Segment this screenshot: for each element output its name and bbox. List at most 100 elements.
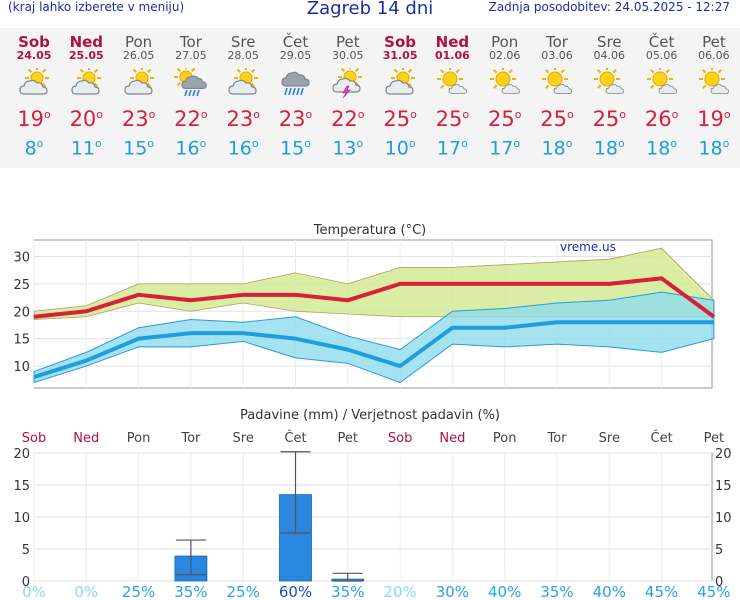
precip-y-tick-right: 15: [715, 479, 732, 494]
day-date: 04.06: [593, 49, 626, 62]
temp-y-tick: 25: [13, 278, 30, 293]
sun-cloud-rain-icon: [173, 68, 207, 97]
temp-max: 19o: [17, 107, 51, 131]
precip-day-label: Sob: [22, 431, 46, 446]
day-column: Čet 29.05 23o 15o: [270, 28, 322, 160]
day-name: Pon: [491, 33, 519, 51]
precip-day-label: Pon: [127, 431, 151, 446]
day-name: Sob: [384, 33, 417, 51]
day-name: Sre: [230, 33, 256, 51]
precip-day-label: Pet: [338, 431, 358, 446]
day-name: Pet: [335, 33, 360, 51]
temp-max: 25o: [592, 107, 627, 131]
precip-probability-label: 60%: [279, 583, 312, 600]
precip-probability-label: 40%: [593, 583, 626, 600]
temp-y-tick: 15: [13, 333, 30, 348]
temp-min: 17o: [436, 137, 468, 160]
precip-probability-label: 25%: [122, 583, 155, 600]
day-date: 30.05: [332, 49, 364, 62]
precip-day-label: Ned: [439, 431, 465, 446]
partly-cloudy-icon: [228, 68, 259, 95]
watermark-text: vreme.us: [560, 240, 616, 254]
partly-cloudy-icon: [123, 68, 154, 95]
day-name: Tor: [546, 33, 568, 51]
precip-y-tick-left: 5: [22, 543, 30, 558]
day-column: Tor 27.05 22o 16o: [165, 28, 217, 160]
temp-max: 23o: [226, 107, 260, 131]
page-title: Zagreb 14 dni: [306, 0, 434, 19]
temp-max: 20o: [69, 107, 104, 131]
day-column: Čet 05.06 26o 18o: [636, 28, 688, 160]
temp-min: 16o: [227, 137, 259, 160]
day-date: 02.06: [488, 49, 521, 62]
day-column: Pon 02.06 25o 17o: [479, 28, 531, 160]
day-date: 26.05: [122, 49, 155, 62]
day-column: Ned 25.05 20o 11o: [60, 28, 112, 160]
mostly-sunny-icon: [437, 68, 468, 94]
temp-y-tick: 20: [13, 305, 30, 320]
precip-day-label: Ned: [73, 431, 99, 446]
precip-day-label: Tor: [180, 431, 201, 446]
temp-min: 18o: [698, 137, 730, 160]
day-column: Sob 31.05 25o 10o: [374, 28, 426, 160]
precip-day-label: Sre: [599, 431, 620, 446]
day-date: 25.05: [68, 49, 104, 62]
day-date: 01.06: [434, 49, 470, 62]
precip-y-tick-right: 10: [715, 511, 732, 526]
cloud-rain-icon: [280, 71, 310, 96]
precip-probability-label: 40%: [488, 583, 521, 600]
day-column: Pet 06.06 19o 18o: [688, 28, 740, 160]
temp-max: 25o: [383, 107, 417, 131]
precip-day-label: Tor: [546, 431, 567, 446]
temp-max: 25o: [435, 107, 470, 131]
day-column: Sob 24.05 19o 8o: [8, 28, 60, 160]
temp-min: 13o: [332, 137, 364, 160]
partly-cloudy-icon: [385, 68, 416, 95]
precip-y-tick-right: 5: [715, 543, 723, 558]
sun-cloud-thunder-icon: [332, 68, 362, 98]
precip-probability-label: 20%: [383, 583, 416, 600]
day-date: 05.06: [645, 49, 678, 62]
temp-min: 16o: [175, 137, 207, 160]
precip-probability-label: 0%: [74, 583, 98, 600]
day-column: Pon 26.05 23o 15o: [113, 28, 165, 160]
mostly-sunny-icon: [594, 68, 625, 94]
day-name: Pet: [702, 33, 726, 51]
temp-max-line: [33, 276, 716, 319]
header: (kraj lahko izberete v meniju) Zagreb 14…: [0, 0, 740, 24]
precip-day-label: Čet: [651, 430, 673, 446]
precip-probability-label: 35%: [174, 583, 207, 600]
temp-y-tick: 10: [13, 360, 30, 375]
day-date: 27.05: [175, 49, 207, 62]
temp-min: 18o: [541, 137, 573, 160]
precip-day-label: Sre: [233, 431, 254, 446]
day-column: Ned 01.06 25o 17o: [426, 28, 478, 160]
mostly-sunny-icon: [542, 68, 572, 94]
temp-max: 26o: [644, 107, 679, 131]
partly-cloudy-icon: [71, 68, 102, 95]
temp-max: 25o: [487, 107, 522, 131]
day-column: Pet 30.05 22o 13o: [322, 28, 374, 160]
precip-day-label: Sob: [388, 431, 412, 446]
temp-min: 11o: [70, 137, 102, 160]
precip-day-label: Pet: [704, 431, 724, 446]
temp-max: 22o: [174, 107, 208, 131]
precip-probability-label: 45%: [697, 583, 730, 600]
day-column: Sre 04.06 25o 18o: [583, 28, 635, 160]
temp-min: 15o: [280, 137, 311, 160]
precip-probability-label: 0%: [22, 583, 46, 600]
precip-day-label: Pon: [493, 431, 517, 446]
temp-chart-title: Temperatura (°C): [313, 223, 426, 238]
temp-max: 22o: [331, 107, 365, 131]
temp-min: 10o: [384, 137, 416, 160]
temp-min-range-band: [33, 291, 715, 384]
day-date: 24.05: [16, 49, 52, 62]
daily-forecast-strip: Sob 24.05 19o 8o Ned 25.05 20o 11o Pon 26.05 23o 15…: [0, 28, 740, 168]
precip-probability-label: 45%: [645, 583, 678, 600]
charts-area: Temperatura (°C) 10 15 20 25 30 vreme.us Padavi…: [13, 223, 732, 600]
precip-y-tick-left: 15: [13, 479, 30, 494]
day-name: Sre: [597, 33, 622, 51]
precip-probability-label: 35%: [540, 583, 573, 600]
mostly-sunny-icon: [646, 68, 677, 94]
precip-day-label: Čet: [284, 430, 306, 446]
